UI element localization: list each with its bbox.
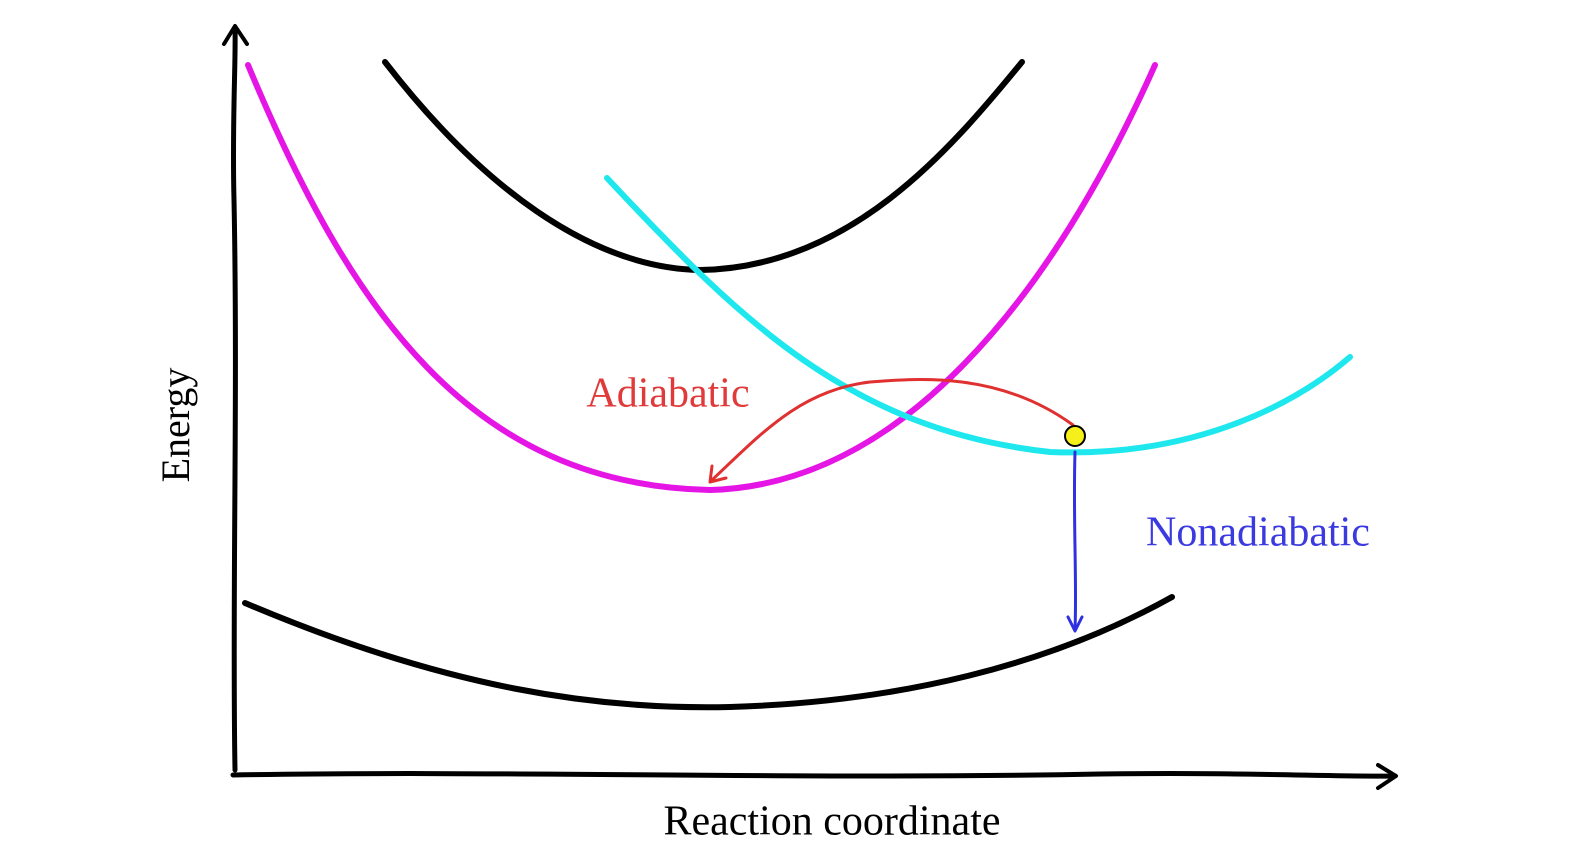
adiabatic-arrow — [710, 378, 1075, 482]
crossing-state-curve — [604, 175, 1353, 456]
ground-state-curve — [242, 594, 1175, 711]
upper-excited-curve — [382, 59, 1025, 273]
nonadiabatic-arrow — [1072, 450, 1078, 632]
x-axis-label: Reaction coordinate — [663, 799, 1000, 845]
nonadiabatic-arrowhead — [1066, 615, 1084, 633]
excited-state-curve — [245, 62, 1158, 493]
particle — [1064, 425, 1086, 447]
nonadiabatic-label: Nonadiabatic — [1146, 510, 1370, 556]
adiabatic-label: Adiabatic — [586, 371, 749, 417]
x-axis — [230, 771, 1398, 779]
y-axis-label: Energy — [153, 368, 198, 483]
adiabatic-arrowhead — [708, 464, 728, 484]
y-axis — [230, 25, 238, 773]
y-axis-arrowhead — [222, 24, 249, 46]
x-axis-arrowhead — [1376, 763, 1398, 790]
